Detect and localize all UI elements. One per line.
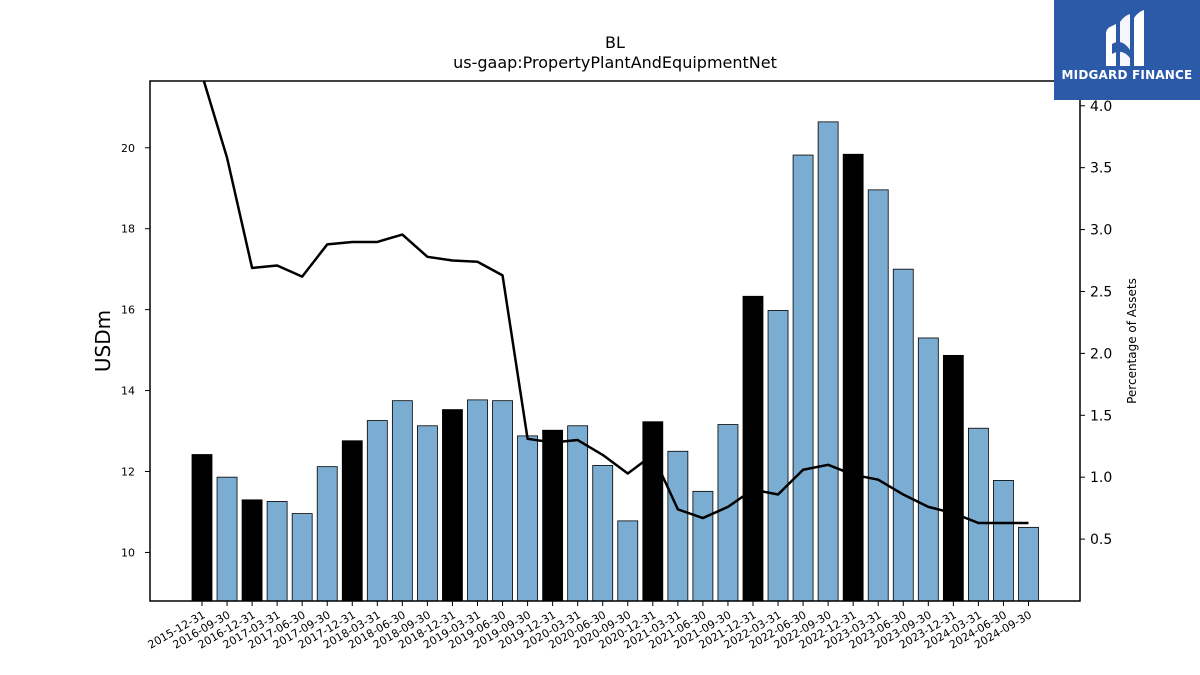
y2-axis-label: Percentage of Assets — [1125, 278, 1139, 404]
bar-2015-12-31 — [191, 454, 213, 602]
y2-tick-label: 0.5 — [1090, 532, 1112, 548]
bar-2022-09-30 — [817, 121, 839, 602]
bar-2022-12-31 — [842, 153, 864, 602]
y-axis: 10 12 14 16 18 20 — [121, 142, 150, 559]
bar-2023-03-31 — [867, 189, 889, 602]
bar-2019-03-31 — [467, 399, 488, 602]
bar-2018-06-30 — [391, 400, 413, 602]
bar-2019-12-31 — [542, 429, 564, 602]
bar-2018-12-31 — [442, 409, 463, 602]
bar-2017-03-31 — [266, 501, 288, 602]
bar-2018-03-31 — [366, 420, 388, 602]
bar-2021-06-30 — [692, 490, 714, 602]
y-tick-label: 12 — [121, 466, 135, 479]
logo-text: MIDGARD FINANCE — [1061, 68, 1193, 82]
bar-2022-03-31 — [767, 310, 789, 602]
bar-2021-09-30 — [717, 424, 739, 602]
bar-2016-12-31 — [241, 499, 263, 602]
bar-2023-09-30 — [917, 337, 939, 602]
bar-2018-09-30 — [417, 425, 438, 602]
plot-frame — [149, 80, 1081, 602]
y2-tick-label: 4.0 — [1090, 99, 1112, 115]
y2-tick-label: 1.0 — [1090, 470, 1112, 486]
bar-2017-06-30 — [291, 513, 313, 602]
bar-2020-03-31 — [567, 425, 589, 602]
bars-layer — [191, 121, 1039, 602]
y2-axis: 0.5 1.0 1.5 2.0 2.5 3.0 3.5 4.0 — [1080, 99, 1112, 548]
y2-tick-label: 2.5 — [1090, 284, 1112, 300]
chart-title: BL — [605, 33, 625, 52]
y-axis-label: USDm — [91, 310, 115, 372]
y-tick-label: 14 — [121, 385, 135, 398]
bar-2016-09-30 — [216, 476, 238, 602]
bar-2019-09-30 — [517, 435, 538, 602]
bar-2019-06-30 — [492, 400, 513, 602]
logo-mark-icon — [1106, 10, 1144, 66]
x-axis: 2015-12-312016-09-302016-12-312017-03-31… — [146, 601, 1034, 652]
bar-2022-06-30 — [792, 154, 814, 602]
bar-2021-12-31 — [742, 295, 764, 602]
bar-2023-12-31 — [942, 354, 964, 602]
line-layer — [202, 81, 1029, 525]
bar-2024-03-31 — [968, 427, 989, 602]
chart-subtitle: us-gaap:PropertyPlantAndEquipmentNet — [453, 53, 777, 72]
brand-logo: MIDGARD FINANCE — [1054, 0, 1200, 100]
bar-2017-09-30 — [316, 466, 338, 602]
y-tick-label: 10 — [121, 546, 135, 559]
y-tick-label: 20 — [121, 142, 135, 155]
y-tick-label: 18 — [121, 223, 135, 236]
y2-tick-label: 1.5 — [1090, 408, 1112, 424]
bar-2020-09-30 — [617, 520, 639, 602]
y2-tick-label: 2.0 — [1090, 346, 1112, 362]
percentage-line — [202, 81, 1029, 525]
bar-2020-12-31 — [642, 421, 664, 602]
bar-2021-03-31 — [667, 450, 689, 602]
bar-2024-09-30 — [1018, 526, 1039, 602]
y-tick-label: 16 — [121, 304, 135, 317]
bar-2017-12-31 — [341, 440, 363, 602]
y2-tick-label: 3.0 — [1090, 223, 1112, 239]
bar-2020-06-30 — [592, 465, 614, 602]
y2-tick-label: 3.5 — [1090, 161, 1112, 177]
bar-2024-06-30 — [993, 480, 1014, 602]
bar-2023-06-30 — [892, 268, 914, 602]
